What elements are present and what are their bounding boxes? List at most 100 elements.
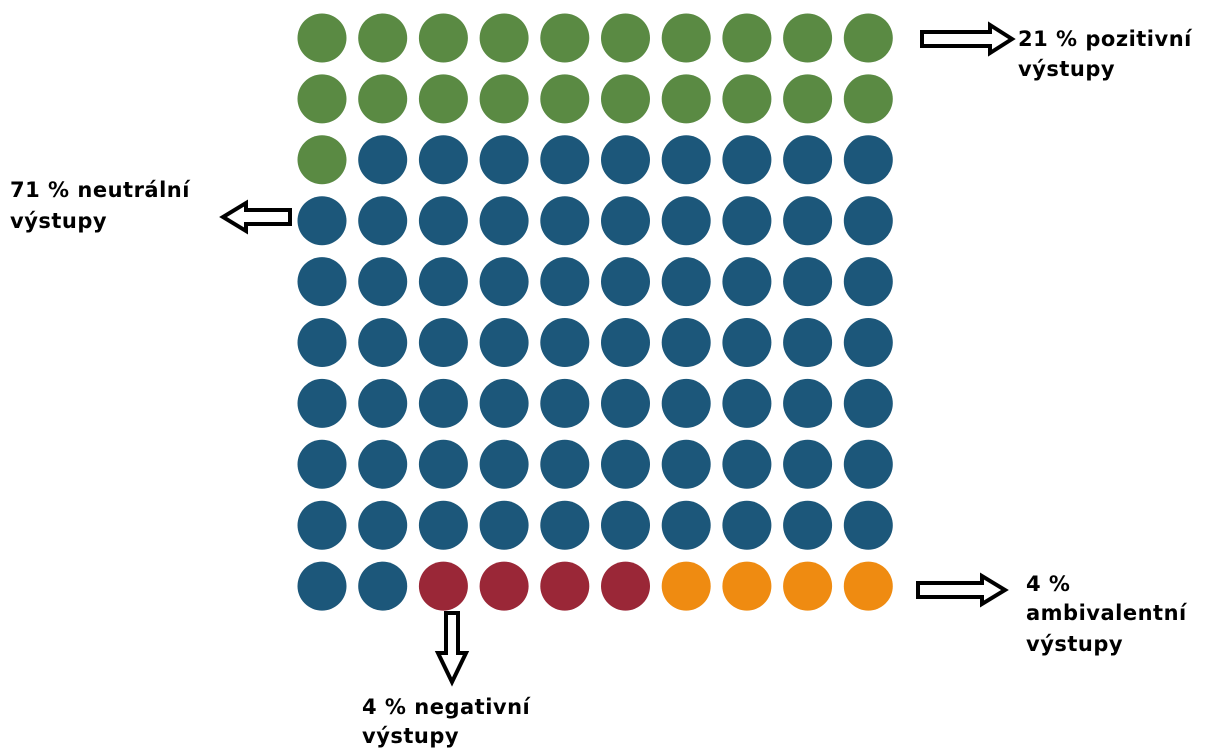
waffle-dot-positive <box>479 74 529 124</box>
waffle-dot-positive <box>297 74 347 124</box>
waffle-dot-neutral <box>661 378 711 428</box>
waffle-dot-neutral <box>783 378 833 428</box>
waffle-dot-neutral <box>661 439 711 489</box>
waffle-dot-neutral <box>843 378 893 428</box>
waffle-dot-neutral <box>843 500 893 550</box>
waffle-dot-neutral <box>843 135 893 185</box>
waffle-dot-neutral <box>722 500 772 550</box>
waffle-dot-neutral <box>479 196 529 246</box>
waffle-dot-neutral <box>601 439 650 489</box>
waffle-dot-neutral <box>722 135 772 185</box>
waffle-dot-neutral <box>601 257 650 307</box>
waffle-dot-neutral <box>418 378 468 428</box>
waffle-dot-negative <box>540 561 590 611</box>
waffle-dot-neutral <box>418 196 468 246</box>
waffle-dot-neutral <box>540 318 590 367</box>
arrow-left-icon <box>219 199 292 235</box>
ambivalent-annotation: 4 % ambivalentní výstupy <box>916 572 1188 656</box>
waffle-dot-positive <box>297 13 347 63</box>
waffle-dot-neutral <box>418 257 468 307</box>
waffle-dot-neutral <box>358 439 408 489</box>
waffle-dot-neutral <box>843 257 893 307</box>
waffle-dot-neutral <box>418 318 468 367</box>
waffle-dot-neutral <box>783 257 833 307</box>
waffle-dot-positive <box>479 13 529 63</box>
arrow-right-icon <box>916 572 1009 608</box>
waffle-dot-neutral <box>358 257 408 307</box>
negative-label-line2: výstupy <box>362 724 459 748</box>
ambivalent-label-line1: 4 % <box>1026 572 1070 596</box>
waffle-dot-neutral <box>297 439 347 489</box>
waffle-dot-positive <box>418 74 468 124</box>
waffle-dot-negative <box>479 561 529 611</box>
waffle-dot-neutral <box>297 257 347 307</box>
waffle-dot-neutral <box>540 378 590 428</box>
waffle-dot-ambivalent <box>783 561 833 611</box>
waffle-dot-neutral <box>722 378 772 428</box>
waffle-dot-neutral <box>783 135 833 185</box>
neutral-label-line1: 71 % neutrální <box>10 178 191 202</box>
waffle-dot-neutral <box>783 439 833 489</box>
waffle-dot-neutral <box>540 257 590 307</box>
waffle-dot-neutral <box>722 257 772 307</box>
waffle-dot-neutral <box>722 196 772 246</box>
waffle-dot-neutral <box>418 439 468 489</box>
waffle-dot-neutral <box>479 500 529 550</box>
waffle-dot-neutral <box>601 135 650 185</box>
positive-label-line2: výstupy <box>1018 57 1115 81</box>
waffle-dot-neutral <box>358 561 408 611</box>
arrow-right-icon <box>920 21 1016 57</box>
waffle-dot-neutral <box>783 196 833 246</box>
waffle-dot-neutral <box>297 318 347 367</box>
waffle-dot-neutral <box>479 318 529 367</box>
waffle-dot-positive <box>843 13 893 63</box>
waffle-dot-neutral <box>661 500 711 550</box>
waffle-dot-neutral <box>297 378 347 428</box>
negative-annotation: 4 % negativní výstupy <box>362 611 531 748</box>
waffle-dot-neutral <box>418 135 468 185</box>
waffle-dot-neutral <box>661 135 711 185</box>
waffle-dot-neutral <box>601 378 650 428</box>
waffle-dot-neutral <box>358 135 408 185</box>
waffle-dot-neutral <box>358 196 408 246</box>
waffle-dot-positive <box>783 74 833 124</box>
waffle-dot-positive <box>783 13 833 63</box>
waffle-dot-neutral <box>843 318 893 367</box>
waffle-dot-positive <box>843 74 893 124</box>
waffle-dot-positive <box>661 13 711 63</box>
waffle-dot-ambivalent <box>661 561 711 611</box>
waffle-dot-positive <box>540 74 590 124</box>
waffle-dot-neutral <box>297 196 347 246</box>
waffle-dot-neutral <box>783 500 833 550</box>
ambivalent-label-line3: výstupy <box>1026 632 1123 656</box>
waffle-dot-neutral <box>540 135 590 185</box>
waffle-dot-ambivalent <box>722 561 772 611</box>
waffle-dot-positive <box>358 13 408 63</box>
waffle-dot-neutral <box>843 196 893 246</box>
waffle-dot-neutral <box>297 500 347 550</box>
ambivalent-label-line2: ambivalentní <box>1026 601 1188 625</box>
waffle-dot-neutral <box>358 500 408 550</box>
waffle-dot-neutral <box>661 318 711 367</box>
waffle-dot-neutral <box>358 378 408 428</box>
waffle-dot-neutral <box>722 318 772 367</box>
waffle-dot-neutral <box>540 439 590 489</box>
waffle-dot-positive <box>722 13 772 63</box>
waffle-dot-neutral <box>601 196 650 246</box>
neutral-annotation: 71 % neutrální výstupy <box>10 178 292 235</box>
waffle-dot-positive <box>418 13 468 63</box>
waffle-dot-neutral <box>661 196 711 246</box>
waffle-dot-positive <box>661 74 711 124</box>
waffle-dot-neutral <box>601 500 650 550</box>
waffle-dot-neutral <box>479 257 529 307</box>
waffle-dot-ambivalent <box>843 561 893 611</box>
positive-label-line1: 21 % pozitivní <box>1018 27 1193 51</box>
waffle-dot-neutral <box>479 378 529 428</box>
waffle-dot-neutral <box>479 439 529 489</box>
waffle-dot-neutral <box>479 135 529 185</box>
waffle-dot-negative <box>418 561 468 611</box>
waffle-dot-neutral <box>540 196 590 246</box>
waffle-dot-neutral <box>540 500 590 550</box>
arrow-down-icon <box>434 611 470 687</box>
waffle-dot-neutral <box>297 561 347 611</box>
